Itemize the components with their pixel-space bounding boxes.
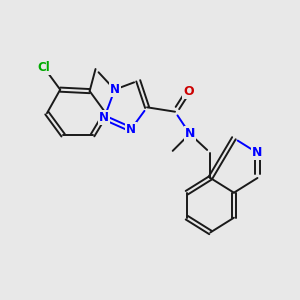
Text: N: N (252, 146, 263, 159)
Text: N: N (110, 83, 120, 96)
Text: N: N (126, 123, 136, 136)
Text: O: O (183, 85, 194, 98)
Text: Cl: Cl (38, 61, 50, 74)
Text: N: N (184, 127, 195, 140)
Text: N: N (99, 111, 110, 124)
